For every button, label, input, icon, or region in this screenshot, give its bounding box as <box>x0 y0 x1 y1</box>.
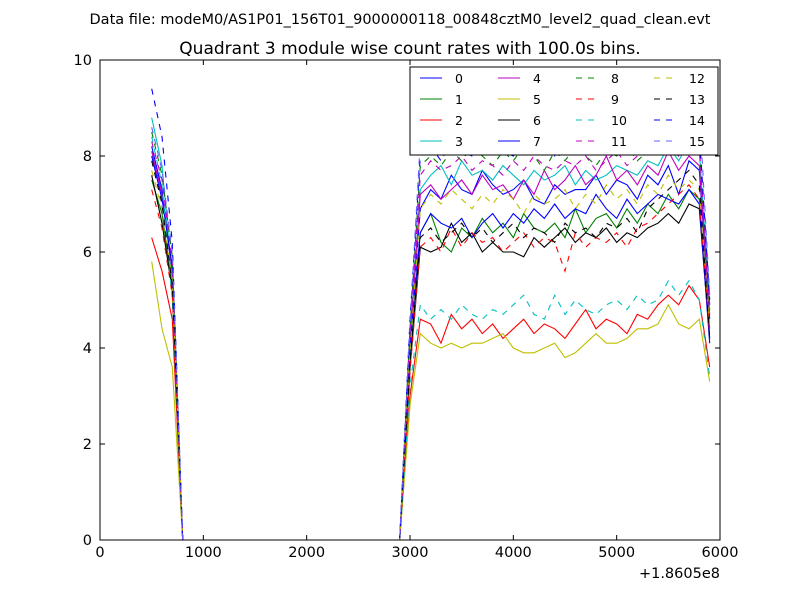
legend-label-10: 10 <box>611 113 627 128</box>
y-tick-label: 4 <box>83 341 92 357</box>
legend-label-11: 11 <box>611 134 627 149</box>
legend-label-4: 4 <box>533 71 541 86</box>
x-offset-label: +1.8605e8 <box>639 566 720 582</box>
series-line-9 <box>151 183 711 541</box>
x-tick-label: 3000 <box>392 545 429 561</box>
x-tick-label: 5000 <box>598 545 635 561</box>
y-tick-label: 8 <box>83 149 92 165</box>
legend-label-13: 13 <box>689 92 705 107</box>
y-tick-label: 0 <box>83 533 92 549</box>
legend-label-1: 1 <box>455 92 463 107</box>
x-tick-label: 6000 <box>702 545 739 561</box>
legend-label-15: 15 <box>689 134 705 149</box>
y-tick-label: 10 <box>74 53 92 69</box>
legend-label-5: 5 <box>533 92 541 107</box>
x-axis-ticks: 0 1000 2000 3000 4000 5000 6000 <box>95 60 738 561</box>
y-tick-label: 2 <box>83 437 92 453</box>
x-tick-label: 4000 <box>495 545 532 561</box>
legend-label-14: 14 <box>689 113 705 128</box>
legend-label-9: 9 <box>611 92 619 107</box>
legend-label-12: 12 <box>689 71 705 86</box>
legend-label-3: 3 <box>455 134 463 149</box>
x-tick-label: 2000 <box>288 545 325 561</box>
series-line-13 <box>151 160 711 541</box>
x-tick-label: 1000 <box>185 545 222 561</box>
legend-label-0: 0 <box>455 71 463 86</box>
x-tick-label: 0 <box>95 545 104 561</box>
legend-label-6: 6 <box>533 113 541 128</box>
legend-label-7: 7 <box>533 134 541 149</box>
legend-label-2: 2 <box>455 113 463 128</box>
y-tick-label: 6 <box>83 245 92 261</box>
legend-label-8: 8 <box>611 71 619 86</box>
chart-title: Quadrant 3 module wise count rates with … <box>179 39 640 59</box>
series-line-11 <box>151 135 711 541</box>
legend-box <box>409 66 719 156</box>
figure-suptitle: Data file: modeM0/AS1P01_156T01_90000001… <box>90 12 711 28</box>
